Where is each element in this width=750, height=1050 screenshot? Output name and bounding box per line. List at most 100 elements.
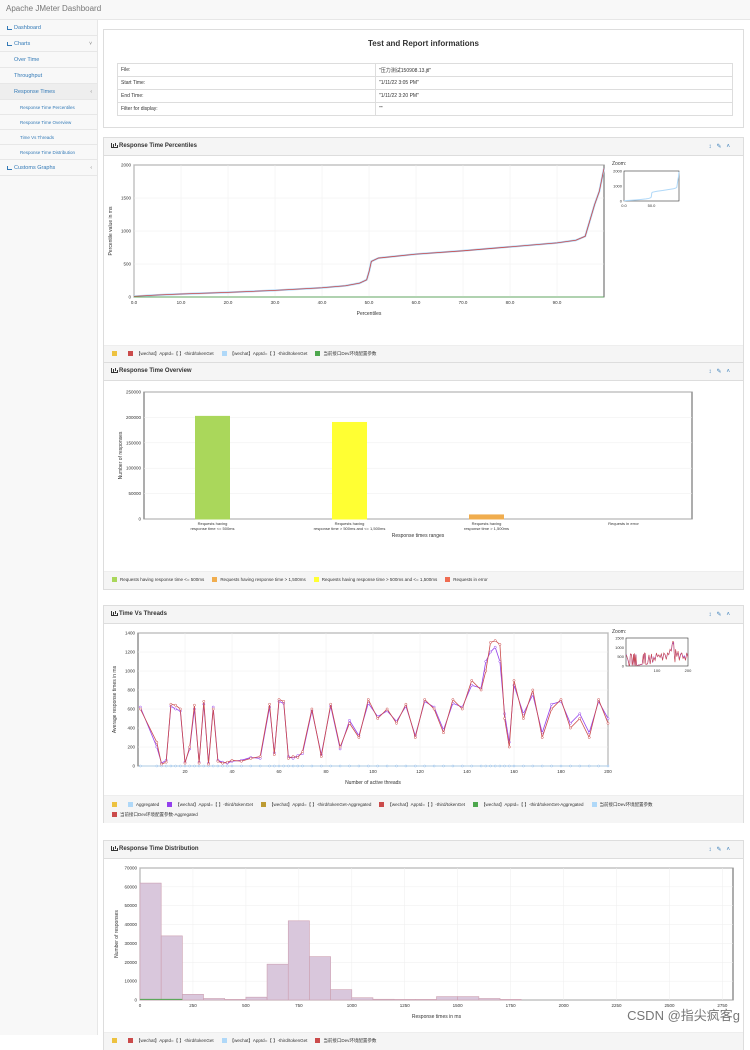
chevron-icon[interactable]: ‹ [90,165,92,171]
sidebar-item-customs-graphs[interactable]: Customs Graphs ‹ [0,160,97,176]
legend-swatch [128,1038,133,1043]
sidebar-item-dashboard[interactable]: Dashboard [0,20,97,36]
legend-entry[interactable]: Aggregated [128,800,159,810]
chevron-icon[interactable]: ˅ [89,41,92,47]
series-point [512,764,516,768]
legend-entry[interactable]: 当前接口Dev环境配置参数 [315,351,376,357]
legend-entry[interactable]: 【wechat】AppId=【 】-third/tokenGet [221,351,307,357]
histogram-bar [457,996,480,1001]
sidebar-item-response-time-percentiles[interactable]: Response Time Percentiles [0,100,97,115]
series-point [498,643,502,646]
series-point [348,721,351,725]
legend-entry[interactable]: 【wechat】AppId=【 】-third/tokenGet [167,800,253,810]
x-tick-label: 70.0 [459,300,468,305]
panel-tools: ↕✎˄ [708,846,735,853]
sidebar-item-charts[interactable]: Charts ˅ [0,36,97,52]
sidebar-item-response-time-distribution[interactable]: Response Time Distribution [0,145,97,160]
overview-panel-header: Response Time Overview ↕✎˄ [104,363,743,381]
series-point [273,764,276,768]
sidebar-item-over-time[interactable]: Over Time [0,52,97,68]
sidebar-item-throughput[interactable]: Throughput [0,68,97,84]
resize-icon[interactable]: ↕ [708,847,717,853]
histogram-bar [351,997,374,1001]
sidebar-item-time-vs-threads[interactable]: Time Vs Threads [0,130,97,145]
resize-icon[interactable]: ↕ [708,369,717,375]
series-point [484,660,488,663]
info-row: Filter for display: "" [117,102,733,116]
sidebar-item-response-time-overview[interactable]: Response Time Overview [0,115,97,130]
settings-icon[interactable]: ✎ [716,369,727,375]
series-point [179,764,182,768]
legend-entry[interactable]: Requests having response time > 1,500ms [212,577,306,582]
info-row: File: "压力测试150908.13.jtl" [117,63,733,77]
settings-icon[interactable]: ✎ [716,847,727,853]
zoom-y-tick: 1000 [615,645,625,650]
legend-entry[interactable]: Requests in error [445,577,488,582]
settings-icon[interactable]: ✎ [716,612,727,618]
legend-entry[interactable]: 当前接口Dev环境配置参数 [315,1038,376,1044]
x-tick-label: 1250 [400,1003,411,1008]
series-point [606,717,610,720]
legend-entry[interactable]: 【wechat】AppId=【 】-third/tokenGet [379,800,465,810]
series-point [357,736,361,739]
legend-entry[interactable] [112,800,120,810]
series-point [559,698,563,701]
y-tick-label: 50000 [124,903,137,908]
legend-label: 当前接口Dev环境配置参数-Aggregated [120,812,198,817]
legend-entry[interactable] [112,351,120,356]
x-tick-label: 1750 [506,1003,517,1008]
legend-entry[interactable]: 当前接口Dev环境配置参数 [591,800,653,810]
legend-entry[interactable]: 【wechat】AppId=【 】-third/tokenGet [128,1038,214,1044]
resize-icon[interactable]: ↕ [708,612,717,618]
panel-tools: ↕✎˄ [708,143,735,150]
legend-entry[interactable]: 【wechat】AppId=【 】-third/tokenGet-Aggrega… [473,800,584,810]
resize-icon[interactable]: ↕ [708,144,717,150]
main-content: Test and Report informations File: "压力测试1… [103,20,746,1050]
threads-legend: Aggregated 【wechat】AppId=【 】-third/tokenG… [104,795,743,823]
collapse-icon[interactable]: ˄ [726,144,735,150]
x-tick-label: 120 [416,769,424,774]
series-point [578,712,582,716]
series-point [442,764,445,768]
series-point [310,764,314,768]
legend-entry[interactable]: Requests having response time > 500ms an… [313,577,437,582]
series-point [139,764,142,768]
histogram-bar [224,999,247,1001]
series-point [531,688,535,692]
collapse-icon[interactable]: ˄ [726,369,735,375]
legend-entry[interactable]: 【wechat】AppId=【 】-third/tokenGet-Aggrega… [260,800,371,810]
legend-entry[interactable]: Requests having response time <= 500ms [112,577,204,582]
series-point [230,758,234,762]
x-tick-label: 50.0 [365,300,374,305]
legend-entry[interactable]: 【wechat】AppId=【 】-third/tokenGet [221,1038,307,1044]
sidebar-item-label: Throughput [14,73,43,79]
legend-label: 【wechat】AppId=【 】-third/tokenGet [136,1038,214,1043]
legend-label: Requests in error [453,577,488,582]
legend-swatch [313,577,319,582]
x-tick-label: 2250 [612,1003,623,1008]
legend-entry[interactable]: 【wechat】AppId=【 】-third/tokenGet [128,351,214,357]
legend-entry[interactable] [112,1038,120,1043]
sidebar-item-response-times[interactable]: Response Times ‹ [0,84,97,100]
series-point [522,764,525,768]
legend-swatch [379,802,385,807]
series-point [531,764,535,768]
settings-icon[interactable]: ✎ [716,144,727,150]
chevron-icon[interactable]: ‹ [90,89,92,95]
app-title[interactable]: Apache JMeter Dashboard [6,4,102,13]
series-point [395,764,398,768]
series-point [484,669,488,673]
series-point [376,764,379,768]
x-tick-label: 140 [463,769,471,774]
series-point [296,764,300,768]
collapse-icon[interactable]: ˄ [726,847,735,853]
collapse-icon[interactable]: ˄ [726,612,735,618]
series-point [277,764,281,768]
series-point [193,703,196,707]
series-point [268,702,271,706]
series-point [272,753,276,756]
plot-area [139,867,734,1001]
legend-entry[interactable]: 当前接口Dev环境配置参数-Aggregated [112,810,198,820]
series-point [221,761,224,765]
